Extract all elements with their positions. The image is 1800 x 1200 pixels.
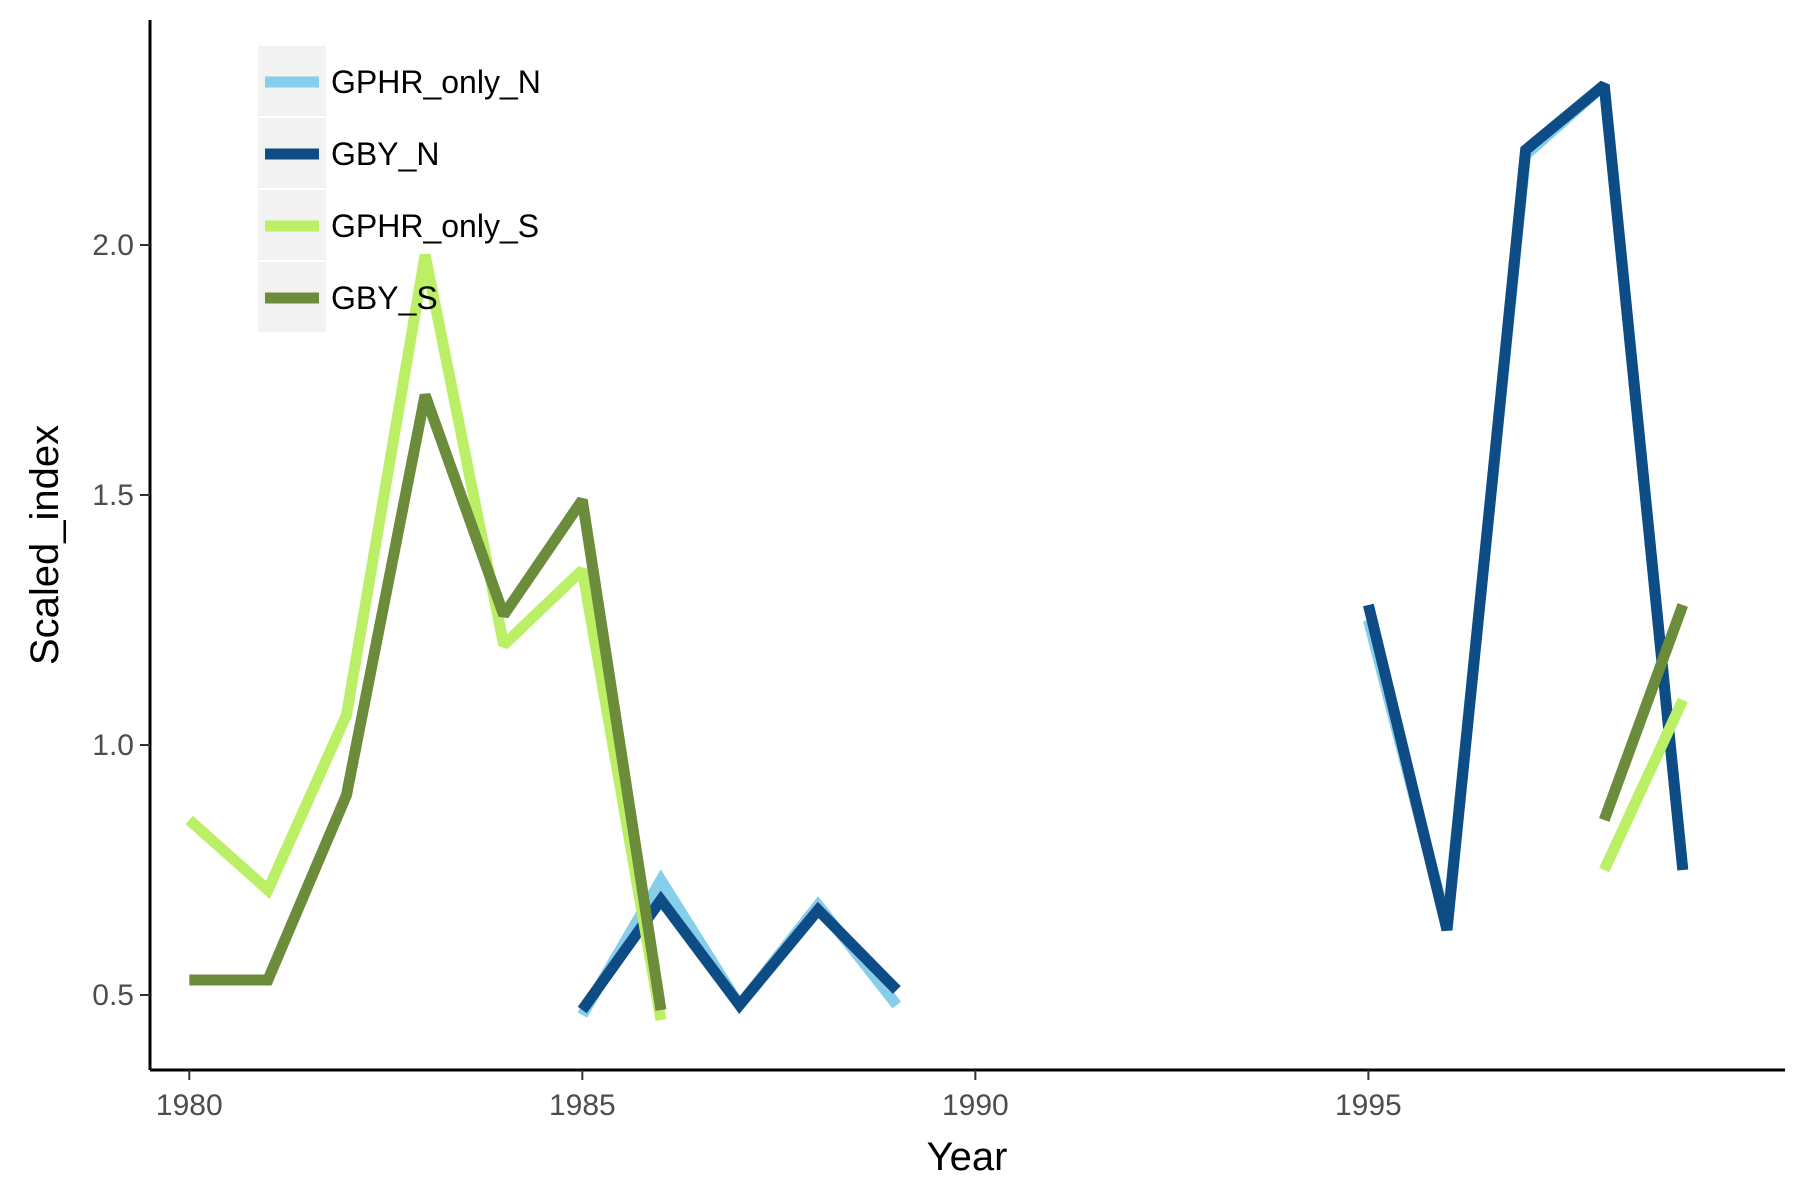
legend-label-gphr-only-s: GPHR_only_S [331, 208, 539, 244]
x-tick-label: 1995 [1335, 1089, 1402, 1122]
legend-label-gby-s: GBY_S [331, 280, 438, 316]
legend-label-gby-n: GBY_N [331, 136, 439, 172]
y-tick-label: 1.5 [92, 479, 134, 512]
axes [148, 20, 1785, 1072]
x-tick-label: 1990 [942, 1089, 1009, 1122]
x-tick-label: 1985 [549, 1089, 616, 1122]
series-line-gby-s [1599, 603, 1688, 822]
series-line-gby-n [1363, 80, 1689, 932]
series-line-gphr-only-s [185, 253, 667, 1021]
x-axis-ticks: 1980 1985 1990 1995 [156, 1070, 1402, 1122]
y-tick-label: 0.5 [92, 979, 134, 1012]
series-line-gby-n [577, 890, 901, 1014]
legend: GPHR_only_N GBY_N GPHR_only_S GBY_S [258, 46, 541, 332]
series-line-gphr-only-s [1599, 697, 1688, 873]
y-axis-title: Scaled_index [23, 425, 67, 665]
x-tick-label: 1980 [156, 1089, 223, 1122]
y-axis-ticks: 0.5 1.0 1.5 2.0 [92, 229, 150, 1012]
x-axis-title: Year [927, 1135, 1008, 1179]
series-line-gby-s [189, 393, 667, 1011]
y-tick-label: 2.0 [92, 229, 134, 262]
legend-label-gphr-only-n: GPHR_only_N [331, 64, 541, 100]
y-tick-label: 1.0 [92, 729, 134, 762]
series-lines [185, 80, 1689, 1021]
